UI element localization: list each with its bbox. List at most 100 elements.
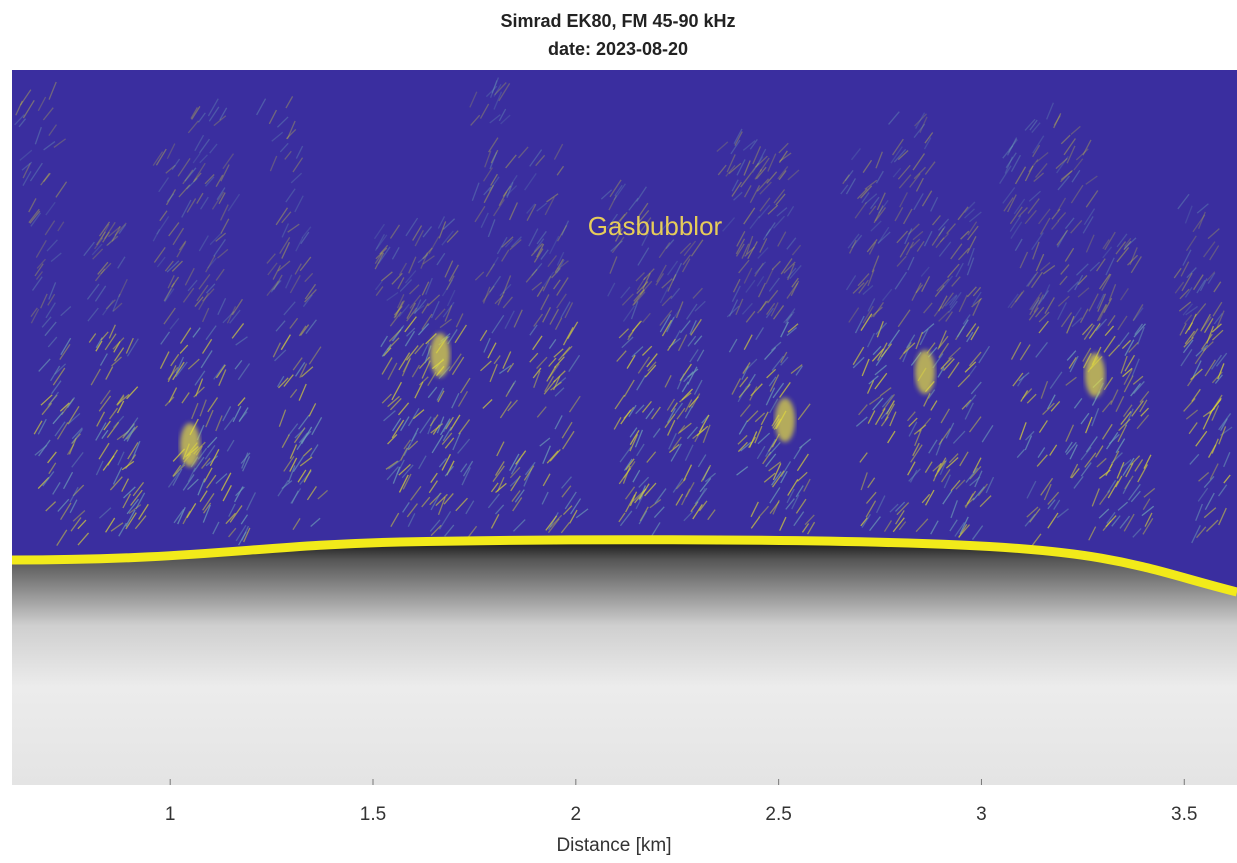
plume-streak: [872, 397, 884, 411]
plume-streak: [1038, 290, 1049, 305]
plume-streak: [448, 353, 462, 372]
plume-streak: [500, 114, 511, 125]
plume-streak: [295, 237, 304, 252]
plume-streak: [854, 315, 865, 334]
plume-streak: [964, 402, 974, 420]
plume-streak: [733, 128, 743, 144]
plume-streak: [697, 454, 707, 468]
plume-streak: [379, 244, 389, 255]
plume-streak: [211, 191, 225, 210]
plume-streak: [130, 489, 143, 506]
plume-streak: [1115, 438, 1126, 454]
chart-title: Simrad EK80, FM 45-90 kHz: [500, 11, 735, 31]
plume-streak: [496, 476, 505, 492]
plume-streak: [754, 425, 763, 444]
plume-streak: [95, 340, 103, 352]
plume-streak: [892, 138, 904, 156]
plume-streak: [489, 80, 498, 98]
plume-streak: [494, 82, 507, 96]
plume-streak: [404, 330, 416, 347]
plume-streak: [429, 492, 442, 506]
plume-streak: [182, 169, 194, 185]
plume-streak: [555, 259, 565, 274]
plume-streak: [861, 192, 870, 204]
plume-streak: [785, 313, 793, 324]
plume-streak: [36, 258, 46, 269]
plume-streak: [173, 508, 185, 524]
plume-streak: [964, 201, 976, 214]
plume-streak: [899, 192, 908, 208]
plume-streak: [83, 241, 95, 257]
plume-streak: [294, 362, 306, 377]
plume-streak: [683, 464, 693, 482]
plume-streak: [458, 419, 471, 435]
plume-streak: [403, 443, 411, 457]
plume-streak: [1122, 457, 1135, 477]
plume-streak: [1218, 426, 1227, 445]
plume-streak: [77, 519, 87, 530]
plume-streak: [658, 242, 671, 259]
plume-streak: [913, 424, 927, 435]
plume-streak: [388, 329, 402, 342]
plume-streak: [847, 233, 860, 249]
plume-streak: [215, 232, 227, 242]
plume-streak: [664, 413, 676, 429]
plume-streak: [564, 302, 574, 319]
plume-streak: [71, 452, 84, 468]
plume-streak: [677, 425, 686, 435]
plume-streak: [490, 482, 499, 493]
annotation: Gasbubblor: [588, 211, 723, 241]
plume-streak: [428, 480, 438, 494]
plume-streak: [41, 402, 53, 416]
plume-streak: [1211, 323, 1222, 333]
plume-streak: [1082, 353, 1092, 369]
plume-streak: [529, 324, 538, 336]
plume-streak: [295, 145, 304, 159]
plume-streak: [281, 480, 293, 490]
x-tick-label: 3: [976, 804, 987, 825]
plume-streak: [531, 281, 543, 291]
plume-streak: [529, 352, 539, 363]
plume-streak: [418, 455, 427, 470]
plume-streak: [645, 408, 655, 420]
plume-streak: [489, 256, 499, 271]
plume-streak: [291, 490, 299, 504]
plume-streak: [750, 516, 761, 529]
plume-streak: [99, 353, 108, 366]
plume-streak: [908, 417, 918, 428]
plume-streak: [1030, 533, 1042, 548]
plume-streak: [966, 257, 975, 276]
plume-streak: [373, 223, 385, 240]
plume-streak: [1065, 424, 1075, 442]
plume-streak: [755, 327, 765, 341]
x-tick-label: 1: [165, 804, 176, 825]
plume-streak: [92, 248, 104, 260]
plume-streak: [790, 280, 800, 297]
plume-streak: [967, 221, 978, 236]
plume-streak: [1073, 397, 1083, 409]
plume-streak: [1119, 515, 1131, 529]
plume-streak: [118, 224, 127, 235]
plume-streak: [960, 230, 970, 240]
plume-streak: [745, 310, 756, 323]
plume-streak: [907, 223, 920, 235]
plume-streak: [869, 196, 880, 210]
plume-streak: [212, 521, 220, 535]
plume-streak: [889, 411, 897, 427]
plume-streak: [165, 189, 177, 206]
plume-streak: [632, 489, 646, 502]
plume-streak: [633, 291, 646, 306]
plume-streak: [533, 370, 541, 388]
plume-streak: [436, 387, 445, 401]
plume-streak: [687, 368, 699, 378]
plume-streak: [187, 358, 200, 370]
plume-streak: [427, 386, 438, 399]
plume-streak: [228, 527, 237, 538]
plume-streak: [196, 284, 209, 302]
plume-streak: [509, 239, 522, 251]
plume-streak: [1018, 372, 1030, 382]
plume-streak: [31, 276, 43, 291]
plume-streak: [1068, 356, 1077, 369]
plume-streak: [1056, 508, 1069, 519]
plume-streak: [894, 501, 906, 512]
